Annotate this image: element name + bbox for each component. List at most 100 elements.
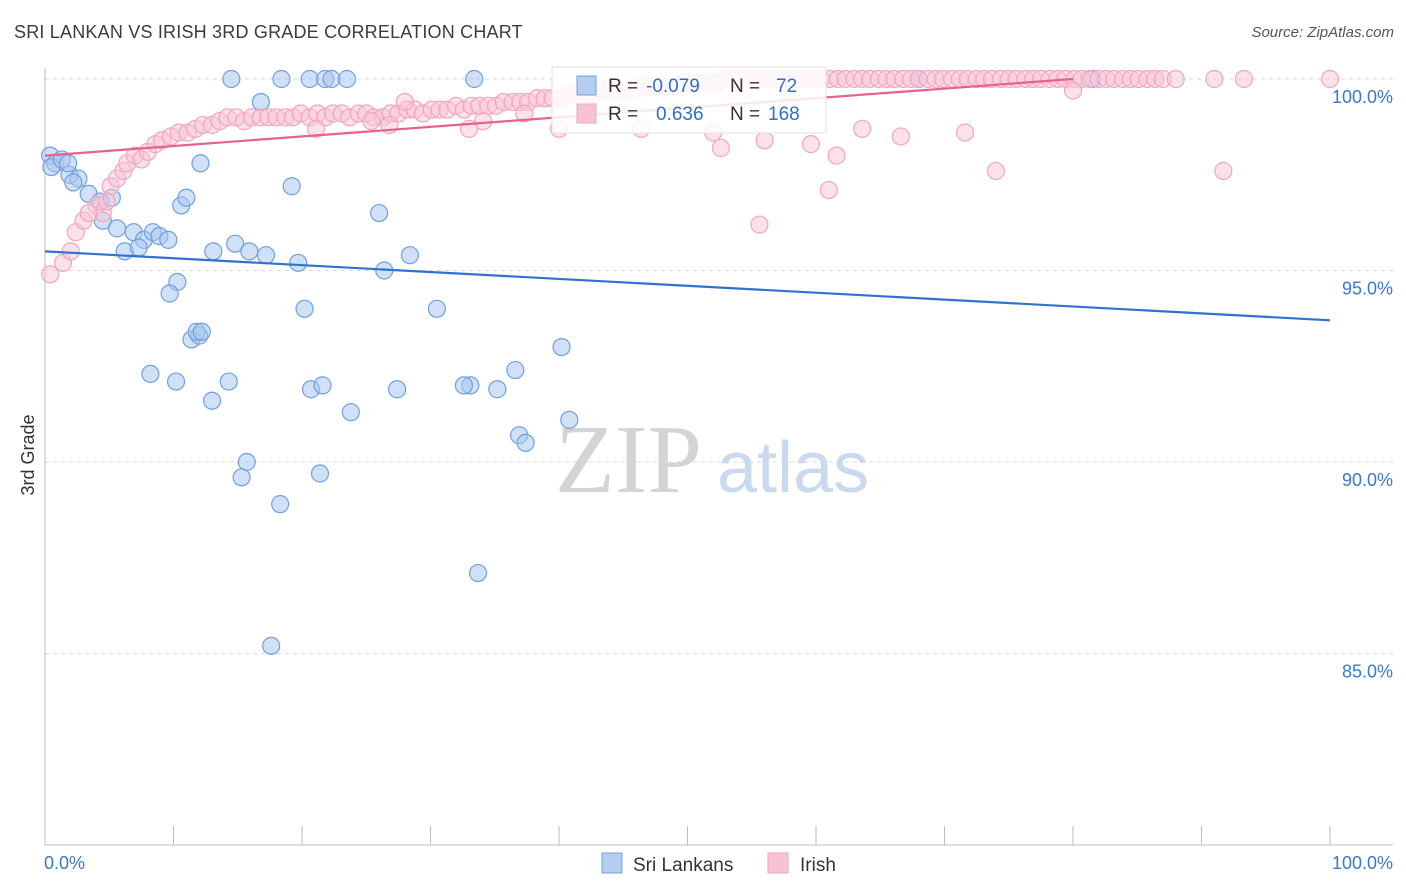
series-sri-lankans <box>41 69 1102 655</box>
point-sri-lankans-24 <box>256 246 276 265</box>
stats-pink-r-label: R = <box>608 104 638 125</box>
point-sri-lankans-36 <box>219 372 238 391</box>
stats-blue-swatch <box>576 75 597 96</box>
stats-blue-r-value: -0.079 <box>646 76 700 97</box>
trend-line-sri-lankans <box>44 250 1331 322</box>
point-irish-156 <box>986 161 1006 181</box>
point-sri-lankans-43 <box>506 360 525 380</box>
point-irish-139 <box>1166 69 1185 89</box>
point-sri-lankans-45 <box>454 376 474 395</box>
point-irish-151 <box>801 135 820 154</box>
point-sri-lankans-21 <box>204 242 223 261</box>
point-irish-148 <box>711 138 731 158</box>
point-sri-lankans-20 <box>160 284 179 303</box>
point-irish-158 <box>819 180 838 200</box>
point-sri-lankans-6 <box>64 173 83 192</box>
point-irish-143 <box>1063 81 1083 100</box>
point-sri-lankans-18 <box>129 238 148 257</box>
point-irish-154 <box>891 127 910 146</box>
legend-swatch-sri-lankans <box>601 852 623 874</box>
point-sri-lankans-47 <box>560 410 579 429</box>
stats-pink-n-label: N = <box>730 104 760 125</box>
point-sri-lankans-59 <box>251 92 270 112</box>
point-irish-167 <box>79 203 98 223</box>
point-sri-lankans-51 <box>310 464 330 483</box>
x-tick-labels: 0.0% 100.0% <box>44 853 1393 873</box>
point-sri-lankans-66 <box>322 69 341 89</box>
watermark-atlas: atlas <box>717 428 869 508</box>
point-sri-lankans-29 <box>427 299 447 318</box>
point-sri-lankans-42 <box>488 380 507 399</box>
point-sri-lankans-34 <box>141 364 160 384</box>
legend-label-sri-lankans: Sri Lankans <box>633 855 733 876</box>
point-sri-lankans-44 <box>341 403 360 422</box>
grid-lines <box>45 78 1393 654</box>
point-sri-lankans-58 <box>191 154 210 173</box>
point-sri-lankans-50 <box>237 452 256 472</box>
y-tick-label-1: 95.0% <box>1342 279 1393 299</box>
legend: Sri Lankans Irish <box>601 852 836 876</box>
point-sri-lankans-61 <box>370 203 389 223</box>
point-sri-lankans-37 <box>202 391 222 410</box>
x-tick-label-1: 100.0% <box>1332 853 1393 873</box>
x-tick-label-0: 0.0% <box>44 853 85 873</box>
point-sri-lankans-60 <box>282 177 301 196</box>
point-irish-161 <box>362 112 381 131</box>
y-tick-label-0: 100.0% <box>1332 87 1393 107</box>
chart-source: Source: ZipAtlas.com <box>1251 24 1394 41</box>
point-irish-163 <box>395 92 414 112</box>
point-sri-lankans-54 <box>468 563 488 583</box>
legend-swatch-irish <box>767 852 789 874</box>
series-irish <box>41 69 1340 284</box>
point-irish-165 <box>474 112 493 131</box>
stats-blue-n-label: N = <box>730 76 760 97</box>
point-irish-153 <box>853 119 872 138</box>
point-sri-lankans-67 <box>337 69 357 89</box>
y-tick-label-3: 85.0% <box>1342 662 1393 682</box>
stats-pink-r-value: 0.636 <box>656 104 704 125</box>
point-irish-144 <box>515 104 534 123</box>
point-sri-lankans-27 <box>400 246 420 265</box>
point-sri-lankans-25 <box>289 253 308 272</box>
y-tick-label-2: 90.0% <box>1342 470 1393 490</box>
stats-pink-n-value: 168 <box>768 104 800 125</box>
stats-pink-swatch <box>576 103 597 124</box>
point-sri-lankans-28 <box>295 299 314 318</box>
point-sri-lankans-71 <box>59 154 78 173</box>
point-irish-157 <box>1214 161 1233 181</box>
stats-blue-r-label: R = <box>608 76 638 97</box>
point-irish-160 <box>307 119 326 138</box>
point-sri-lankans-63 <box>272 69 291 89</box>
point-irish-166 <box>97 192 116 211</box>
point-irish-152 <box>827 146 846 165</box>
point-irish-149 <box>755 131 774 150</box>
legend-label-irish: Irish <box>800 855 836 876</box>
y-axis-label: 3rd Grade <box>18 414 38 495</box>
point-sri-lankans-11 <box>107 219 127 238</box>
point-sri-lankans-16 <box>159 230 178 249</box>
watermark-zip: ZIP <box>555 406 702 514</box>
point-sri-lankans-23 <box>240 242 259 261</box>
point-irish-140 <box>1205 69 1224 89</box>
point-sri-lankans-40 <box>387 380 407 399</box>
point-sri-lankans-57 <box>177 188 196 207</box>
point-sri-lankans-62 <box>222 69 241 89</box>
stats-box: R = -0.079 N = 72 R = 0.636 N = 168 <box>551 66 827 134</box>
chart-title: SRI LANKAN VS IRISH 3RD GRADE CORRELATIO… <box>14 22 523 42</box>
point-irish-141 <box>1234 69 1254 89</box>
point-sri-lankans-53 <box>271 495 290 514</box>
point-sri-lankans-33 <box>192 322 211 341</box>
point-sri-lankans-68 <box>465 69 484 89</box>
point-sri-lankans-64 <box>300 69 319 89</box>
point-irish-0 <box>41 265 60 284</box>
point-sri-lankans-55 <box>262 636 281 655</box>
point-sri-lankans-49 <box>516 433 535 452</box>
point-sri-lankans-52 <box>232 468 251 487</box>
point-irish-155 <box>955 123 975 142</box>
y-tick-labels: 100.0% 95.0% 90.0% 85.0% <box>1332 87 1393 682</box>
point-sri-lankans-46 <box>552 338 571 357</box>
stats-blue-n-value: 72 <box>776 76 797 97</box>
point-sri-lankans-39 <box>313 376 332 395</box>
axes <box>44 68 1393 846</box>
